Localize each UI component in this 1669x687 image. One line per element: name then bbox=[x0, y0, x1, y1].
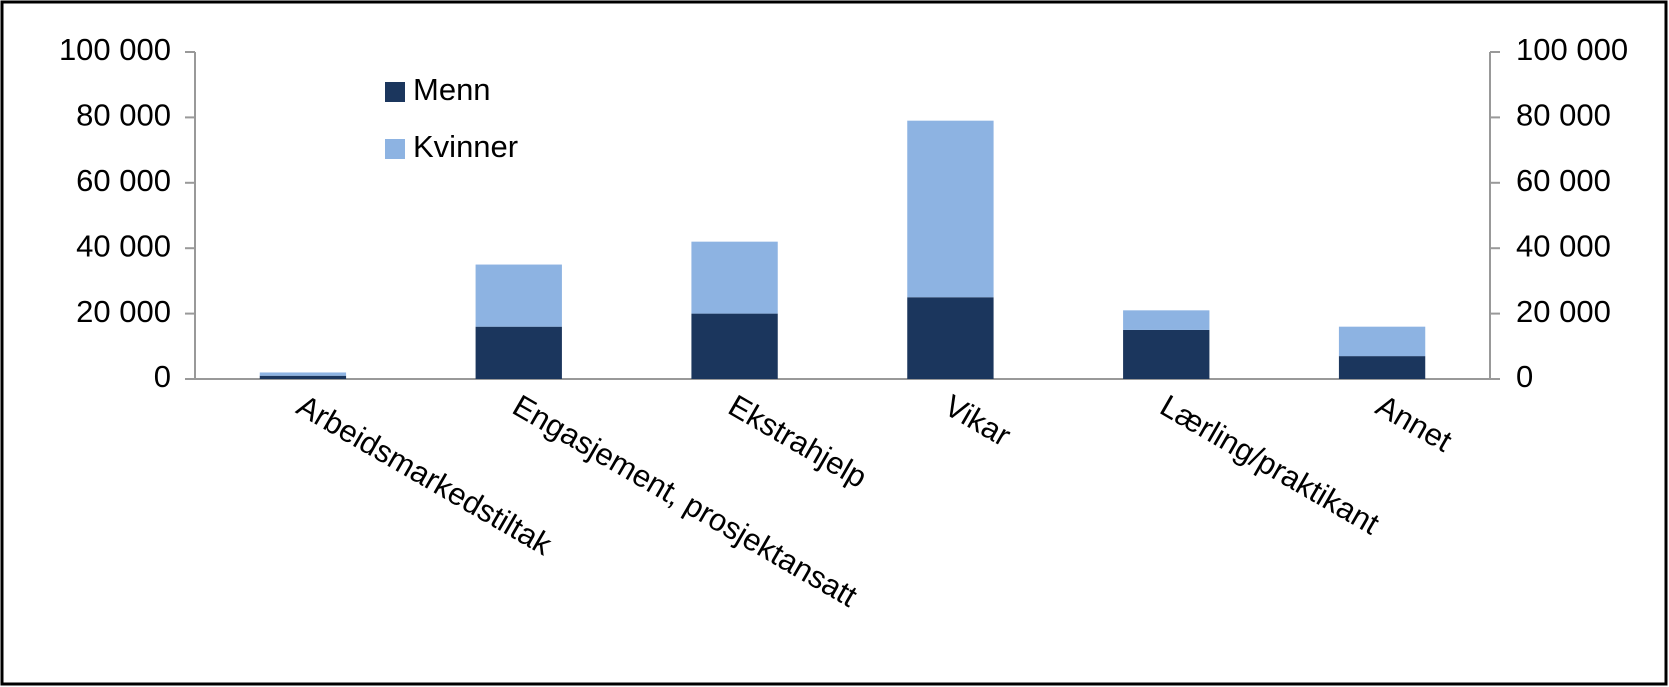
y2-tick-label: 0 bbox=[1516, 359, 1533, 394]
y-tick-label: 60 000 bbox=[76, 163, 171, 198]
y2-tick-label: 20 000 bbox=[1516, 294, 1611, 329]
y2-tick-label: 60 000 bbox=[1516, 163, 1611, 198]
bar-segment bbox=[907, 297, 994, 379]
bar-segment bbox=[1338, 326, 1426, 357]
x-tick-label: Ekstrahjelp bbox=[723, 388, 873, 495]
y-tick-label: 0 bbox=[154, 359, 171, 394]
x-tick-label: Engasjement, prosjektansatt bbox=[507, 388, 864, 614]
x-tick-label: Vikar bbox=[939, 388, 1017, 453]
y-tick-label: 20 000 bbox=[76, 294, 171, 329]
y-tick-label: 80 000 bbox=[76, 98, 171, 133]
legend-label: Menn bbox=[413, 72, 491, 107]
bar-segment bbox=[691, 313, 778, 379]
y2-tick-label: 100 000 bbox=[1516, 32, 1628, 67]
bar-segment bbox=[907, 120, 994, 298]
y2-tick-label: 40 000 bbox=[1516, 228, 1611, 263]
legend-label: Kvinner bbox=[413, 129, 518, 164]
bar-segment bbox=[259, 375, 347, 379]
legend-swatch bbox=[385, 82, 405, 102]
x-tick-label: Lærling/praktikant bbox=[1154, 388, 1385, 542]
y-tick-label: 100 000 bbox=[59, 32, 171, 67]
y2-tick-label: 80 000 bbox=[1516, 98, 1611, 133]
y-tick-label: 40 000 bbox=[76, 228, 171, 263]
bar-segment bbox=[475, 264, 562, 327]
bar-segment bbox=[1123, 329, 1210, 379]
x-tick-label: Annet bbox=[1370, 388, 1458, 459]
bar-segment bbox=[475, 326, 562, 379]
bar-segment bbox=[259, 372, 347, 376]
bar-segment bbox=[691, 241, 778, 314]
legend-swatch bbox=[385, 139, 405, 159]
bar-segment bbox=[1123, 310, 1210, 330]
bar-segment bbox=[1338, 356, 1426, 379]
